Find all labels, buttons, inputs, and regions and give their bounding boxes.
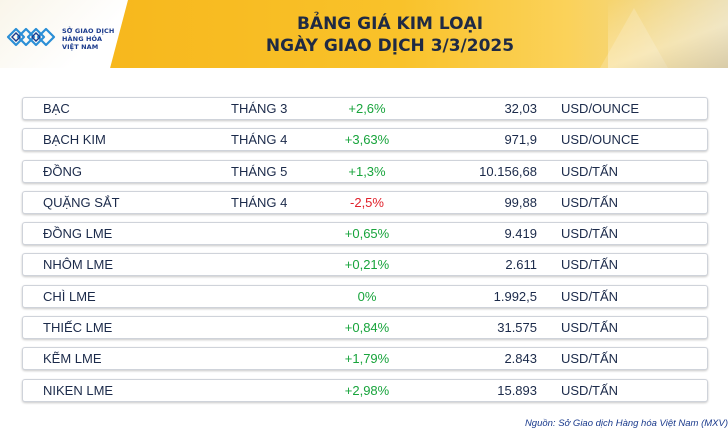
table-row: BẠCH KIM THÁNG 4 +3,63% 971,9 USD/OUNCE bbox=[22, 128, 708, 152]
table-row: KẼM LME +1,79% 2.843 USD/TẤN bbox=[22, 347, 708, 371]
price-value: 2.843 bbox=[504, 351, 537, 367]
commodity-name: BẠCH KIM bbox=[43, 132, 106, 148]
price-value: 971,9 bbox=[504, 132, 537, 148]
title-line-1: BẢNG GIÁ KIM LOẠI bbox=[296, 14, 484, 34]
price-value: 1.992,5 bbox=[493, 288, 537, 304]
price-unit: USD/TẤN bbox=[561, 163, 619, 179]
price-change: +1,3% bbox=[348, 163, 386, 179]
logo-area: SỞ GIAO DỊCH HÀNG HÓA VIỆT NAM bbox=[0, 0, 128, 68]
table-row: NHÔM LME +0,21% 2.611 USD/TẤN bbox=[22, 253, 708, 277]
decorative-gradient bbox=[608, 0, 728, 68]
price-unit: USD/TẤN bbox=[561, 288, 619, 304]
logo-text: SỞ GIAO DỊCH HÀNG HÓA VIỆT NAM bbox=[62, 27, 115, 51]
price-unit: USD/OUNCE bbox=[561, 132, 640, 148]
commodity-name: KẼM LME bbox=[43, 351, 102, 367]
price-unit: USD/TẤN bbox=[561, 351, 619, 367]
price-unit: USD/TẤN bbox=[561, 226, 619, 242]
header-banner: SỞ GIAO DỊCH HÀNG HÓA VIỆT NAM BẢNG GIÁ … bbox=[0, 0, 728, 68]
price-unit: USD/TẤN bbox=[561, 257, 619, 273]
commodity-name: QUẶNG SẮT bbox=[43, 194, 120, 210]
price-change: 0% bbox=[357, 288, 377, 304]
price-change: +0,65% bbox=[344, 226, 390, 242]
commodity-name: BẠC bbox=[43, 101, 70, 116]
mxv-logo-icon bbox=[6, 27, 56, 47]
commodity-name: ĐỒNG bbox=[43, 163, 82, 179]
table-row: THIẾC LME +0,84% 31.575 USD/TẤN bbox=[22, 316, 708, 340]
table-row: ĐỒNG LME +0,65% 9.419 USD/TẤN bbox=[22, 222, 708, 246]
price-value: 15.893 bbox=[497, 382, 537, 398]
contract-month: THÁNG 4 bbox=[231, 194, 288, 210]
table-row: ĐỒNG THÁNG 5 +1,3% 10.156,68 USD/TẤN bbox=[22, 159, 708, 183]
price-value: 99,88 bbox=[504, 194, 537, 210]
title-line-2: NGÀY GIAO DỊCH 3/3/2025 bbox=[265, 36, 515, 56]
table-row: NIKEN LME +2,98% 15.893 USD/TẤN bbox=[22, 378, 708, 402]
price-change: +0,21% bbox=[344, 257, 390, 273]
contract-month: THÁNG 3 bbox=[231, 101, 288, 116]
contract-month: THÁNG 5 bbox=[231, 163, 288, 179]
commodity-name: CHÌ LME bbox=[43, 288, 96, 304]
price-value: 2.611 bbox=[505, 257, 537, 273]
page-title: BẢNG GIÁ KIM LOẠI NGÀY GIAO DỊCH 3/3/202… bbox=[180, 13, 600, 57]
commodity-name: NIKEN LME bbox=[43, 382, 114, 398]
price-value: 10.156,68 bbox=[479, 163, 537, 179]
price-change: +2,98% bbox=[344, 382, 390, 398]
table-row: QUẶNG SẮT THÁNG 4 -2,5% 99,88 USD/TẤN bbox=[22, 190, 708, 214]
price-value: 31.575 bbox=[497, 320, 537, 336]
price-value: 9.419 bbox=[504, 226, 537, 242]
price-unit: USD/TẤN bbox=[561, 320, 619, 336]
price-unit: USD/TẤN bbox=[561, 382, 619, 398]
table-row: BẠC THÁNG 3 +2,6% 32,03 USD/OUNCE bbox=[22, 97, 708, 120]
source-note: Nguồn: Sở Giao dịch Hàng hóa Việt Nam (M… bbox=[524, 418, 728, 429]
contract-month: THÁNG 4 bbox=[231, 132, 288, 148]
price-change: +0,84% bbox=[344, 320, 390, 336]
commodity-name: THIẾC LME bbox=[43, 320, 113, 336]
price-value: 32,03 bbox=[504, 101, 537, 116]
price-unit: USD/OUNCE bbox=[561, 101, 640, 116]
price-change: -2,5% bbox=[350, 194, 384, 210]
price-change: +1,79% bbox=[344, 351, 390, 367]
commodity-name: NHÔM LME bbox=[43, 257, 114, 273]
price-change: +3,63% bbox=[344, 132, 390, 148]
price-table: BẠC THÁNG 3 +2,6% 32,03 USD/OUNCE BẠCH KIM THÁ… bbox=[22, 97, 708, 410]
commodity-name: ĐỒNG LME bbox=[43, 226, 113, 242]
price-unit: USD/TẤN bbox=[561, 194, 619, 210]
price-change: +2,6% bbox=[348, 101, 386, 116]
table-row: CHÌ LME 0% 1.992,5 USD/TẤN bbox=[22, 284, 708, 308]
